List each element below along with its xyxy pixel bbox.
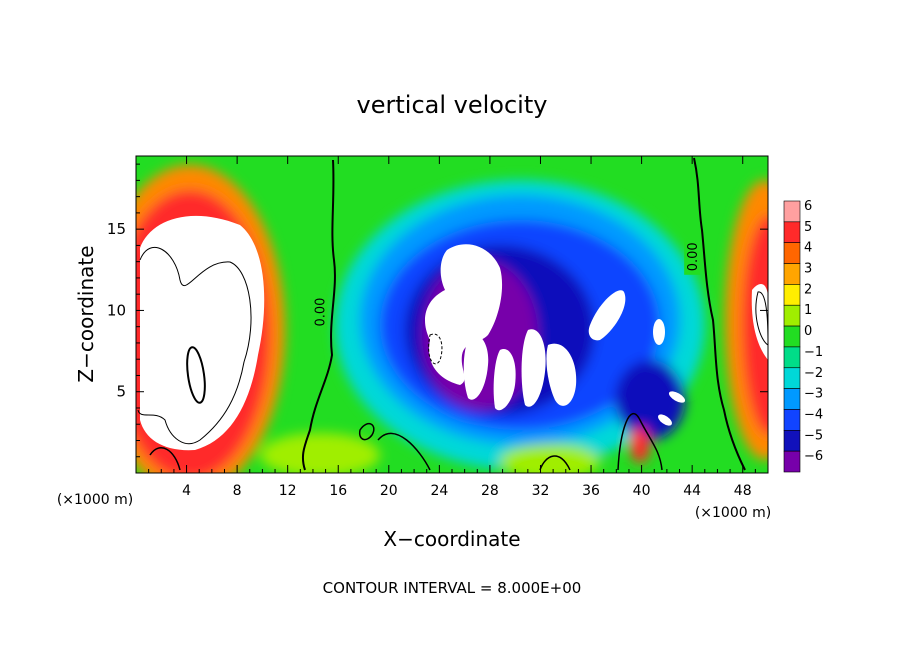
colorbar-swatch (783, 263, 801, 285)
lower-green-yellow-2 (500, 444, 600, 473)
colorbar-swatch (783, 242, 801, 264)
z-units-label: (×1000 m) (57, 492, 133, 508)
contour-left-inner (186, 346, 206, 404)
x-tick-label: 36 (582, 483, 600, 499)
lower-red-spot (630, 427, 650, 463)
downdraft-blob-9 (658, 414, 672, 426)
x-tick-label: 44 (683, 483, 701, 499)
colorbar-label: 1 (804, 303, 812, 318)
x-tick-label: 24 (430, 483, 448, 499)
contour-lines (137, 157, 768, 471)
colorbar-label: 6 (804, 199, 812, 214)
colorbar-swatch (783, 409, 801, 431)
y-tick-label: 15 (107, 220, 126, 238)
heatmap-field (136, 156, 768, 473)
contour-small-1 (358, 422, 375, 441)
downdraft-blob-8 (668, 391, 686, 403)
contour-lower-mid (377, 432, 431, 471)
colorbar-label: −4 (804, 407, 823, 422)
contour-lower-right (617, 412, 663, 471)
downdraft-blob-2 (463, 334, 489, 400)
contour-label: 0.00 (313, 298, 328, 327)
colorbar-label: −2 (804, 366, 823, 381)
contour-lower-mid-2 (539, 455, 571, 471)
downdraft-blob-7 (653, 319, 665, 345)
contour-interval-label: CONTOUR INTERVAL = 8.000E+00 (323, 579, 582, 597)
x-tick-label: 4 (182, 483, 191, 499)
colorbar-label: 5 (804, 220, 812, 235)
colorbar-swatch (783, 325, 801, 348)
x-tick-label: 8 (233, 483, 242, 499)
contour-label-bg (311, 294, 328, 331)
x-tick-label: 20 (380, 483, 398, 499)
colorbar-swatch (783, 284, 801, 306)
colorbar-label: 2 (804, 282, 812, 297)
y-axis: 5 10 15 (107, 163, 768, 458)
colorbar-label: 3 (804, 262, 812, 277)
updraft-left-saturated (140, 215, 265, 451)
contour-lower-left (149, 447, 181, 471)
downdraft-blob-4 (521, 329, 546, 407)
colorbar-label: −3 (804, 387, 823, 402)
x-tick-label: 12 (279, 483, 297, 499)
colorbar-swatch (783, 346, 801, 369)
contour-label-bg (684, 238, 701, 275)
y-tick-label: 10 (107, 301, 126, 319)
x-axis-title: X−coordinate (383, 527, 520, 551)
colorbar-swatch (783, 367, 801, 389)
x-tick-label: 28 (481, 483, 499, 499)
downdraft-blob-3 (493, 349, 516, 411)
colorbar-label: −5 (804, 428, 823, 443)
downdraft-blob-5 (546, 343, 577, 406)
x-tick-label: 40 (633, 483, 651, 499)
colorbar-swatch (783, 430, 801, 452)
lower-green-yellow-1 (260, 433, 380, 473)
contour-left-outer (137, 247, 252, 445)
colorbar-label: −6 (804, 449, 823, 464)
colorbar-swatch (783, 221, 801, 243)
contour-labels: 0.00 0.00 (311, 238, 701, 331)
chart-title: vertical velocity (357, 91, 548, 119)
x-tick-label: 48 (734, 483, 752, 499)
contour-dashed (428, 333, 443, 365)
x-tick-label: 16 (329, 483, 347, 499)
colorbar-label: 4 (804, 241, 812, 256)
downdraft-blob-large (425, 244, 503, 385)
x-axis: 4 8 12 16 20 24 28 32 36 40 44 48 (148, 156, 756, 499)
y-tick-label: 5 (116, 383, 126, 401)
colorbar-label: −1 (804, 345, 823, 360)
colorbar-swatch (783, 304, 801, 327)
x-tick-label: 32 (532, 483, 550, 499)
downdraft-blob-6 (588, 290, 626, 341)
colorbar-label: 0 (804, 324, 812, 339)
colorbar-swatch (783, 450, 801, 473)
contour-zero-left (301, 159, 336, 471)
y-axis-title: Z−coordinate (74, 245, 98, 382)
x-units-label: (×1000 m) (695, 505, 771, 521)
colorbar-swatch (783, 388, 801, 410)
colorbar-swatch (783, 200, 801, 223)
colorbar: 6 5 4 3 2 1 0 −1 −2 −3 −4 −5 −6 (783, 199, 823, 473)
contour-label: 0.00 (686, 242, 701, 271)
contour-zero-right (693, 157, 746, 471)
